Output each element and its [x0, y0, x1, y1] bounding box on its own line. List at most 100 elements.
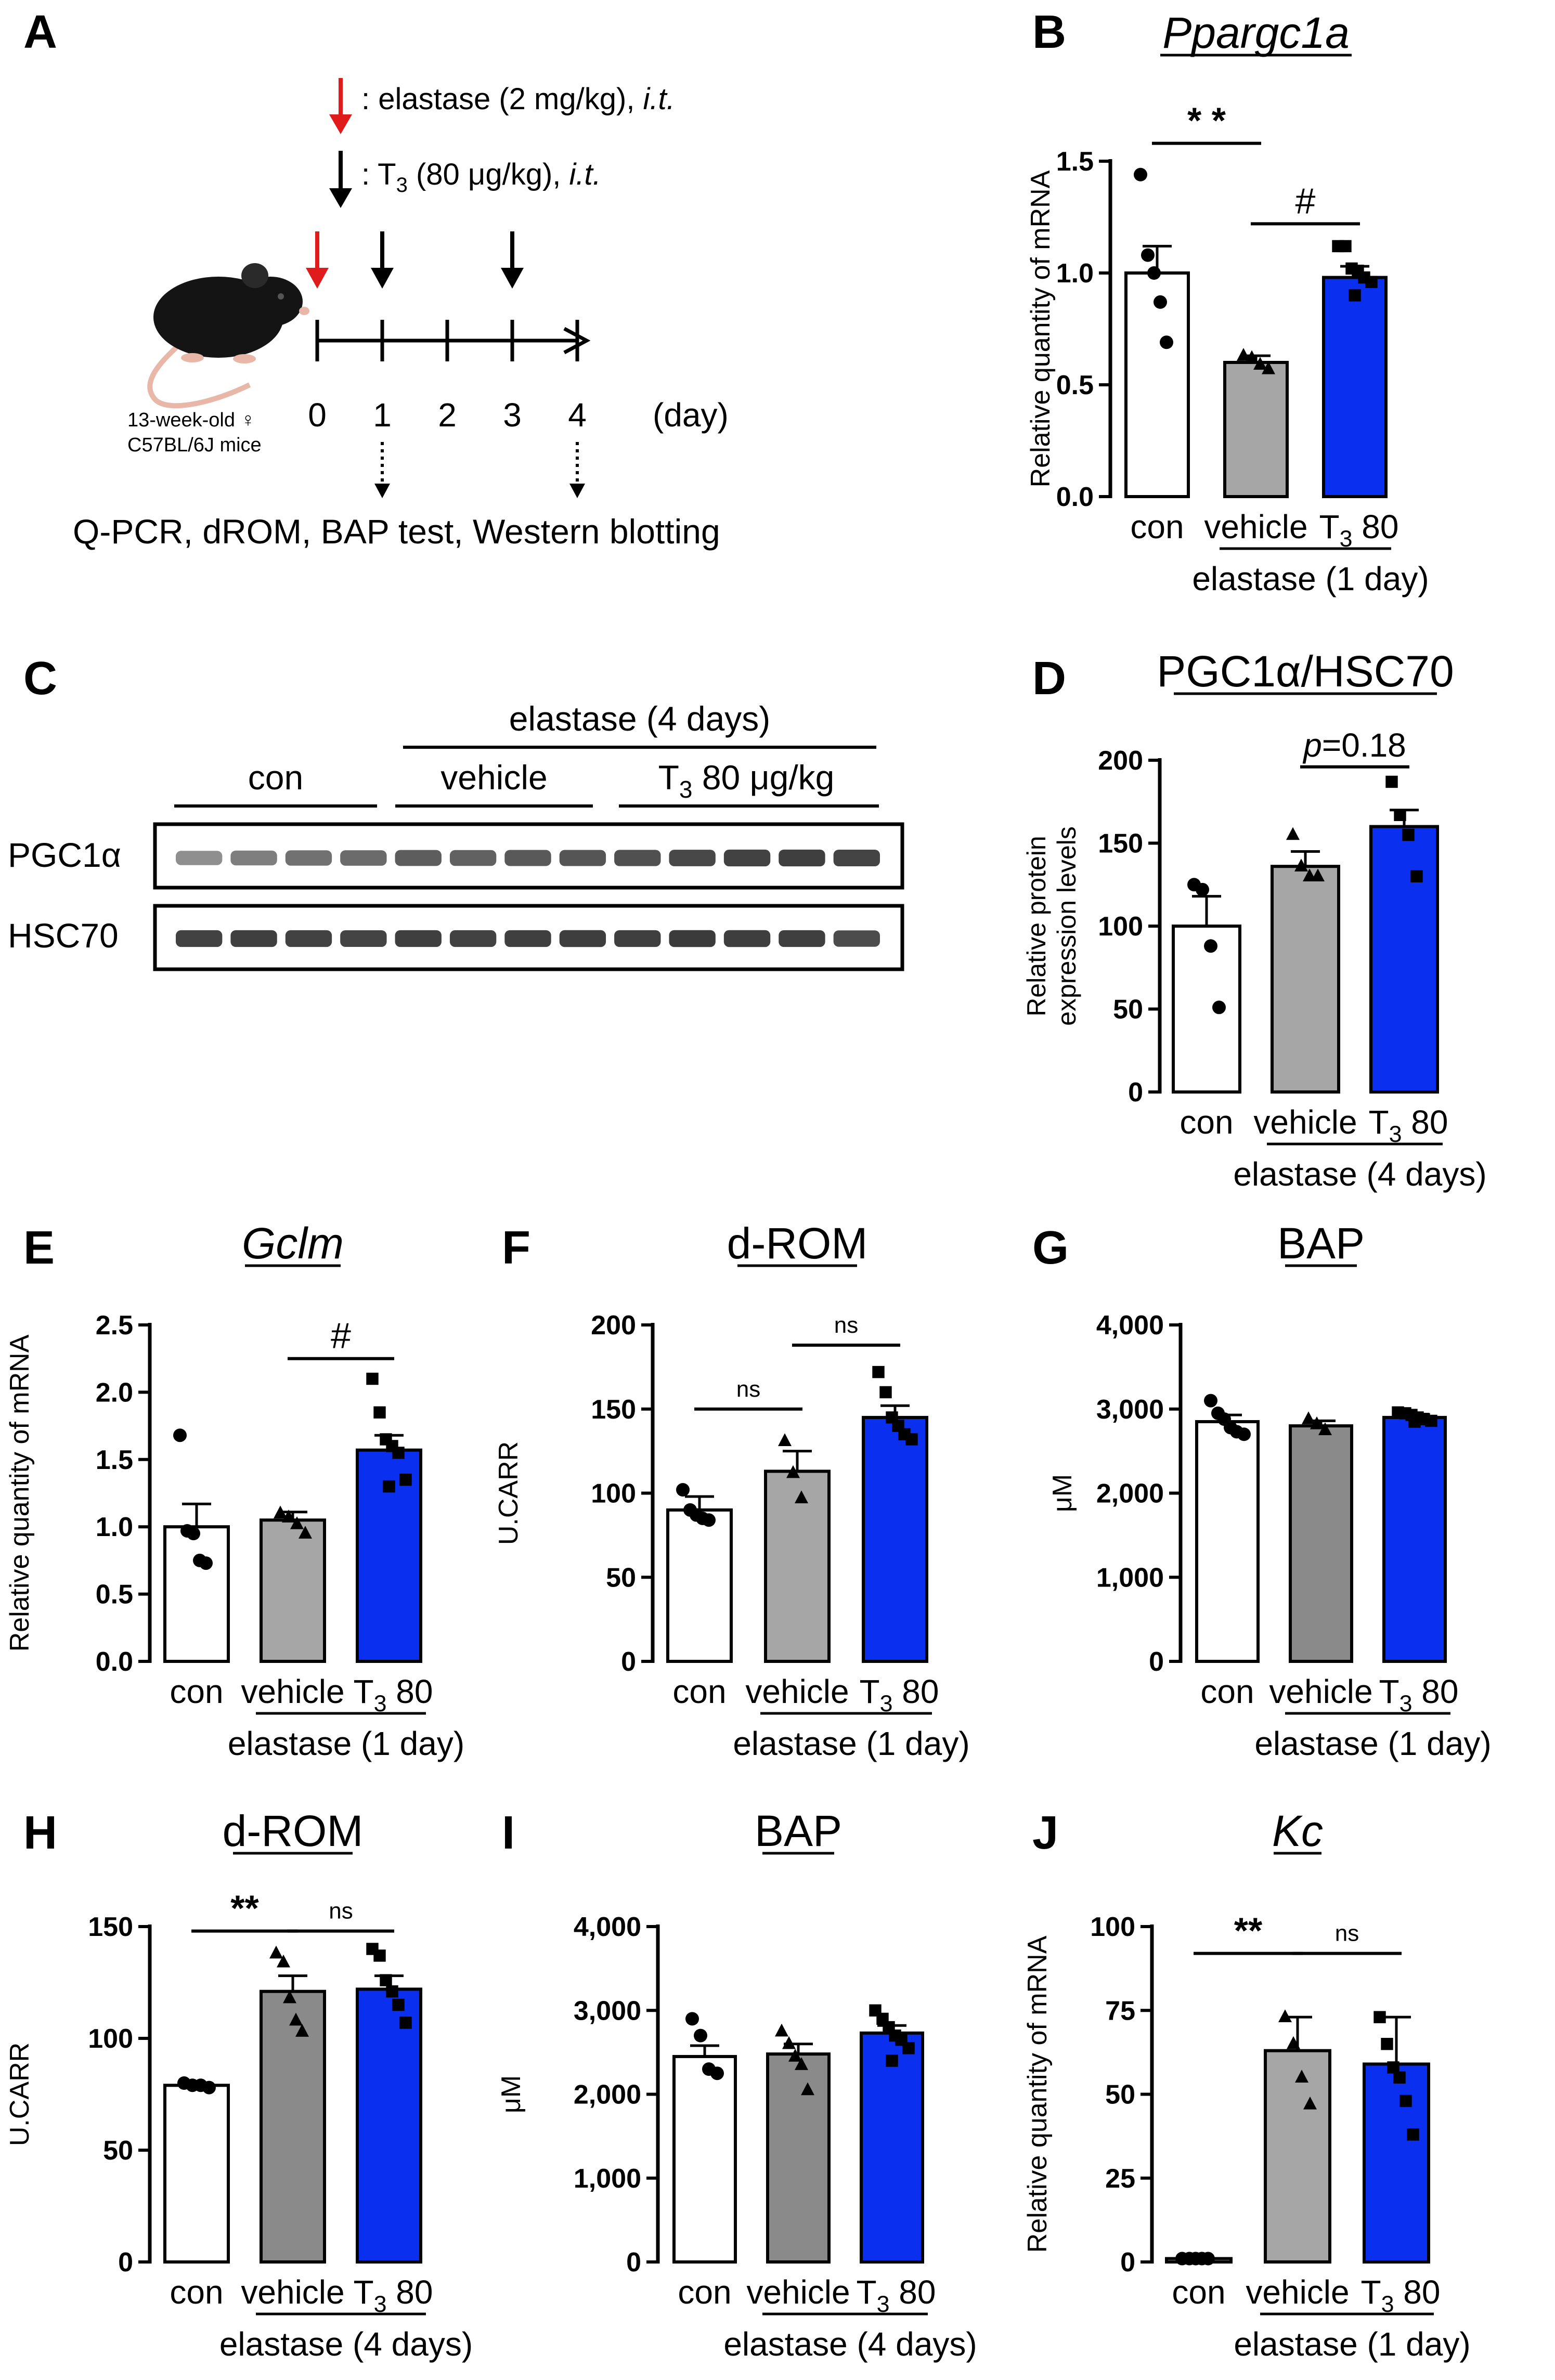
data-point: [1318, 1422, 1332, 1435]
data-point: [386, 1985, 398, 1998]
data-point: [1294, 859, 1308, 872]
y-tick-label: 0.5: [96, 1580, 133, 1610]
y-tick-label: 0.0: [1056, 482, 1094, 512]
bar-t3: [1369, 825, 1439, 1094]
panel-letter-c: C: [23, 653, 57, 705]
x-tick-label: T3 80: [354, 2273, 433, 2317]
y-tick-label: 2,000: [574, 2080, 641, 2110]
t3-arrow-head: [371, 268, 394, 289]
blot-band-hsc70: [395, 930, 442, 947]
data-point: [399, 2017, 412, 2029]
blot-group-vehicle: vehicle: [440, 758, 547, 797]
data-point: [1262, 361, 1275, 374]
data-point: [1425, 1414, 1437, 1427]
chart-j: J Kc 0 25 50 75 100 Relative quantity of mRNA co…: [1022, 1806, 1471, 2363]
bar-con: [1172, 925, 1241, 1094]
x-tick-label: vehicle: [1253, 1103, 1357, 1141]
y-tick-label: 150: [1098, 829, 1143, 859]
data-point: [1408, 1415, 1421, 1428]
timeline-day-unit: (day): [653, 396, 729, 434]
x-tick-label: T3 80: [1369, 1103, 1448, 1147]
assays-label: Q-PCR, dROM, BAP test, Western blotting: [73, 512, 720, 551]
chart-title: Ppargc1a: [1162, 8, 1350, 57]
x-tick-label: con: [170, 2273, 223, 2311]
group-label: elastase (1 day): [1254, 1725, 1491, 1762]
y-tick-label: 50: [1113, 995, 1143, 1025]
panel-letter-h: H: [23, 1807, 57, 1859]
bar-con: [1195, 1420, 1260, 1663]
panel-letter-g: G: [1032, 1222, 1069, 1274]
blot-band-pgc1a: [449, 850, 497, 866]
sig-label: * *: [1187, 100, 1226, 141]
blot-band-hsc70: [176, 930, 223, 947]
chart-i: I BAP 0 1,000 2,000 3,000 4,000 μM con vehicle T3 …: [496, 1806, 977, 2363]
y-tick-label: 50: [606, 1563, 636, 1593]
chart-g: G BAP 0 1,000 2,000 3,000 4,000 μM con vehicle T3 …: [1032, 1219, 1492, 1762]
legend-t3-prefix: : T: [361, 158, 396, 191]
data-point: [1134, 167, 1147, 181]
group-label: elastase (1 day): [1234, 2325, 1470, 2363]
blot-band-pgc1a: [779, 849, 825, 867]
data-point: [1381, 2038, 1393, 2050]
blot-band-pgc1a: [340, 850, 387, 866]
group-label: elastase (1 day): [228, 1725, 464, 1762]
sig-label: ns: [834, 1312, 858, 1338]
y-tick-label: 50: [1105, 2080, 1135, 2110]
blot-group-t3-prefix: T: [658, 758, 679, 797]
legend-elastase-text: : elastase (2 mg/kg),: [361, 82, 643, 116]
y-tick-label: 2.0: [96, 1377, 133, 1408]
y-tick-label: 100: [591, 1479, 636, 1509]
legend-t3-sub: 3: [396, 174, 408, 197]
data-point: [1141, 248, 1155, 262]
y-tick-label: 100: [1098, 912, 1143, 942]
blot-band-pgc1a: [559, 850, 606, 866]
data-point: [775, 2023, 788, 2037]
x-tick-label: vehicle: [1204, 508, 1307, 545]
svg-text:: T3 (80 μg/kg), i.t.: : T3 (80 μg/kg), i.t.: [361, 158, 601, 197]
blot-band-hsc70: [614, 930, 661, 947]
y-tick-label: 100: [88, 2024, 133, 2054]
x-tick-label: vehicle: [1269, 1673, 1372, 1710]
data-point: [290, 1516, 304, 1529]
data-point: [786, 1465, 800, 1478]
x-tick-label: con: [1172, 2273, 1225, 2311]
timeline-day-label: 3: [503, 396, 522, 434]
panel-a: A : elastase (2 mg/kg), i.t. : T3 (80 μg…: [23, 6, 729, 551]
sig-label: **: [230, 1888, 259, 1929]
group-label: elastase (1 day): [1192, 560, 1429, 597]
data-point: [269, 1945, 283, 1959]
data-point: [685, 2012, 699, 2026]
y-tick-label: 4,000: [1096, 1310, 1164, 1341]
sig-label: #: [331, 1316, 351, 1356]
group-label: elastase (4 days): [1233, 1155, 1486, 1193]
legend-elastase-route: i.t.: [643, 82, 675, 116]
data-point: [1365, 276, 1378, 288]
data-point: [1310, 1416, 1324, 1429]
data-point: [694, 2028, 707, 2043]
data-point: [187, 1527, 200, 1541]
group-label: elastase (1 day): [733, 1725, 969, 1762]
y-tick-label: 2,000: [1096, 1479, 1164, 1509]
x-tick-label: con: [678, 2273, 731, 2311]
data-point: [1407, 2128, 1419, 2141]
legend-t3: : T3 (80 μg/kg), i.t.: [329, 151, 601, 208]
blot-band-hsc70: [559, 930, 606, 947]
bar-con: [163, 1525, 230, 1663]
elastase-arrow-head: [306, 268, 329, 289]
chart-e: E Gclm 0.0 0.5 1.0 1.5 2.0 2.5 Relative quantity…: [5, 1219, 464, 1762]
bar-vehicle: [1271, 865, 1340, 1094]
data-point: [905, 1433, 918, 1446]
blot-band-hsc70: [340, 930, 387, 947]
data-point: [373, 1406, 386, 1419]
y-tick-label: 1,000: [574, 2164, 641, 2194]
data-point: [1237, 1427, 1251, 1441]
blot-band-hsc70: [504, 930, 551, 947]
chart-d: D PGC1α/HSC70 0 50 100 150 200 Relative protein…: [1022, 647, 1487, 1193]
y-axis-label: μM: [496, 2075, 526, 2113]
blot-bands-hsc70: [176, 930, 880, 947]
data-point: [399, 1473, 412, 1486]
chart-title: BAP: [1277, 1219, 1365, 1268]
data-point: [1204, 1394, 1217, 1408]
